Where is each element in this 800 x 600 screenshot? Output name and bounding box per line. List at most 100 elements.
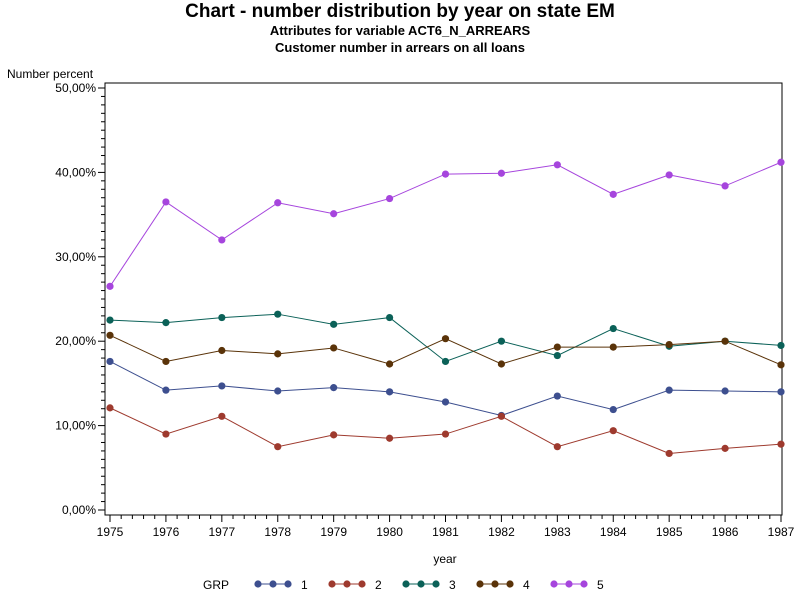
data-point [330, 344, 338, 352]
series-4 [106, 331, 785, 369]
data-point [162, 357, 170, 366]
x-tick-label: 1982 [488, 525, 515, 539]
chart-subtitle-1: Attributes for variable ACT6_N_ARREARS [269, 23, 531, 38]
data-point [330, 210, 338, 218]
legend-marker [580, 580, 588, 588]
y-tick-label: 10,00% [55, 419, 96, 433]
legend-marker [550, 580, 558, 588]
legend-marker [565, 580, 573, 588]
data-point [497, 169, 506, 177]
data-point [385, 388, 394, 396]
y-axis-label: Number percent [7, 67, 94, 81]
data-point [106, 331, 114, 339]
legend-marker [343, 580, 351, 588]
series-line [109, 361, 782, 416]
x-tick-label: 1986 [712, 525, 739, 539]
data-point [441, 430, 450, 438]
legend-title: GRP [203, 578, 229, 592]
data-point [385, 434, 394, 442]
data-point [218, 236, 226, 244]
data-point [441, 335, 450, 343]
y-tick-label: 0,00% [62, 503, 96, 517]
data-point [665, 386, 673, 394]
x-tick-label: 1979 [320, 525, 347, 539]
x-tick-label: 1980 [376, 525, 403, 539]
data-point [162, 198, 170, 206]
chart-subtitle-2: Customer number in arrears on all loans [275, 40, 525, 55]
data-point [106, 282, 114, 290]
data-point [106, 404, 114, 412]
data-point [777, 341, 785, 350]
series-layer [106, 158, 785, 458]
legend-marker [432, 580, 440, 588]
data-point [162, 386, 170, 394]
x-tick-label: 1987 [768, 525, 795, 539]
data-point [274, 350, 282, 358]
series-1 [106, 357, 785, 420]
plot-frame [104, 82, 783, 516]
data-point [721, 387, 729, 395]
data-point [497, 337, 506, 345]
y-tick-label: 40,00% [55, 165, 96, 179]
data-point [330, 320, 338, 328]
data-point [553, 392, 561, 400]
x-tick-label: 1983 [544, 525, 571, 539]
legend: GRP 1 2 3 4 5 [203, 578, 604, 592]
data-point [218, 382, 226, 390]
data-point [274, 387, 282, 395]
data-point [497, 412, 506, 420]
data-point [218, 412, 226, 420]
data-point [721, 182, 729, 190]
x-tick-label: 1978 [264, 525, 291, 539]
data-point [385, 313, 394, 322]
y-tick-label: 50,00% [55, 81, 96, 95]
data-point [609, 324, 617, 333]
data-point [777, 440, 785, 448]
legend-label: 1 [301, 578, 308, 592]
series-2 [106, 404, 785, 458]
x-tick-label: 1975 [97, 525, 124, 539]
legend-marker [506, 580, 514, 588]
data-point [106, 357, 114, 366]
legend-item-1: 1 [254, 578, 308, 592]
data-point [665, 171, 673, 179]
data-point [777, 361, 785, 369]
data-point [218, 313, 226, 322]
data-point [274, 199, 282, 207]
data-point [609, 343, 617, 351]
data-point [218, 346, 226, 355]
legend-item-3: 3 [402, 578, 456, 592]
data-point [274, 443, 282, 451]
data-point [553, 161, 561, 169]
data-point [609, 190, 617, 198]
data-point [441, 170, 450, 178]
data-point [162, 319, 170, 327]
legend-marker [402, 580, 410, 588]
x-tick-label: 1985 [656, 525, 683, 539]
data-point [777, 388, 785, 396]
data-point [441, 357, 450, 366]
x-tick-label: 1984 [600, 525, 627, 539]
legend-label: 4 [523, 578, 530, 592]
legend-marker [491, 580, 499, 588]
data-point [553, 351, 561, 360]
data-point [553, 343, 561, 351]
data-point [441, 398, 450, 406]
series-5 [106, 158, 785, 290]
data-point [553, 443, 561, 451]
x-tick-label: 1976 [153, 525, 180, 539]
legend-label: 3 [449, 578, 456, 592]
x-axis: 1975 1976 1977 1978 1979 1980 1981 1982 1983 1984… [97, 515, 795, 539]
legend-marker [328, 580, 336, 588]
data-point [106, 316, 114, 324]
data-point [721, 444, 729, 452]
data-point [721, 337, 729, 345]
data-point [609, 427, 617, 435]
data-point [665, 449, 673, 458]
chart-title: Chart - number distribution by year on s… [185, 1, 615, 22]
legend-marker [254, 580, 262, 588]
data-point [385, 194, 394, 203]
legend-marker [284, 580, 292, 588]
legend-item-4: 4 [476, 578, 530, 592]
